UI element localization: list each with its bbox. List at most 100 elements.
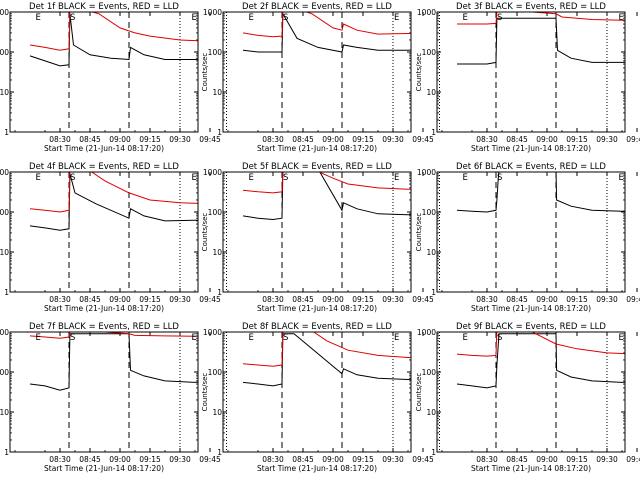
y-tick-label: 1: [4, 288, 9, 297]
x-tick-label: 09:15: [139, 295, 161, 304]
x-axis-label: Start Time (21-Jun-14 08:17:20): [471, 304, 591, 313]
marker-label-e: E: [394, 13, 399, 23]
series-events: [29, 173, 198, 231]
y-tick-label: 100: [422, 48, 437, 57]
series-events: [242, 172, 411, 221]
x-tick-label: 09:45: [199, 455, 221, 464]
x-tick-label: 08:30: [476, 295, 498, 304]
panel-4: Det 4f BLACK = Events, RED = LLD Counts/s…: [0, 162, 227, 313]
y-tick-label: 1000: [417, 328, 436, 337]
y-tick-label: 1: [431, 128, 436, 137]
x-tick-label: 08:45: [506, 135, 528, 144]
x-tick-label: 09:30: [596, 135, 618, 144]
series-group: [456, 172, 625, 213]
y-tick-label: 100: [422, 208, 437, 217]
series-group: [457, 12, 625, 65]
y-tick-label: 10: [426, 88, 436, 97]
y-tick-label: 100: [422, 368, 437, 377]
y-tick-label: 1: [217, 288, 222, 297]
marker-label-s: S: [283, 173, 288, 183]
series-group: [456, 332, 625, 389]
y-tick-label: 1: [4, 128, 9, 137]
marker-label-e: E: [36, 173, 41, 183]
series-lld: [29, 172, 198, 213]
y-tick-label: 10: [212, 88, 222, 97]
x-tick-label: 08:45: [506, 455, 528, 464]
x-axis-label: Start Time (21-Jun-14 08:17:20): [471, 464, 591, 473]
x-tick-label: 08:30: [262, 135, 284, 144]
plot-frame: [9, 11, 199, 133]
x-tick-label: 08:45: [292, 295, 314, 304]
series-group: [29, 172, 198, 231]
x-tick-label: 09:45: [412, 135, 434, 144]
x-tick-label: 09:15: [566, 295, 588, 304]
series-lld: [456, 332, 625, 357]
x-tick-label: 09:30: [382, 455, 404, 464]
x-tick-label: 09:00: [109, 455, 131, 464]
y-tick-label: 100: [0, 48, 9, 57]
series-lld: [457, 12, 625, 25]
marker-label-e: E: [463, 333, 468, 343]
x-tick-label: 09:00: [322, 455, 344, 464]
panel-2: Det 2f BLACK = Events, RED = LLD Counts/s…: [201, 2, 440, 153]
x-tick-label: 09:00: [109, 295, 131, 304]
marker-label-s: S: [70, 13, 75, 23]
x-tick-label: 09:15: [139, 135, 161, 144]
y-tick-label: 1000: [0, 168, 9, 177]
y-tick-label: 1: [217, 448, 222, 457]
x-tick-label: 09:45: [626, 295, 640, 304]
marker-label-s: S: [70, 173, 75, 183]
series-events: [456, 333, 625, 389]
x-tick-label: 09:15: [352, 135, 374, 144]
x-axis-label: Start Time (21-Jun-14 08:17:20): [44, 144, 164, 153]
x-tick-label: 08:30: [49, 295, 71, 304]
plot-frame: [222, 331, 412, 453]
x-axis-label: Start Time (21-Jun-14 08:17:20): [44, 464, 164, 473]
y-tick-label: 1000: [203, 8, 222, 17]
x-axis-label: Start Time (21-Jun-14 08:17:20): [257, 304, 377, 313]
panel-title: Det 2f BLACK = Events, RED = LLD: [242, 2, 392, 12]
x-tick-label: 08:30: [476, 135, 498, 144]
series-group: [242, 332, 411, 387]
series-events: [457, 17, 625, 65]
y-tick-label: 100: [208, 48, 223, 57]
y-axis-label: Counts/sec: [201, 373, 209, 412]
x-tick-label: 09:45: [626, 135, 640, 144]
panel-5: Det 5f BLACK = Events, RED = LLD Counts/s…: [201, 162, 440, 313]
panel-3: Det 3f BLACK = Events, RED = LLD Counts/s…: [415, 2, 640, 153]
marker-label-s: S: [497, 13, 502, 23]
y-axis-label: Counts/sec: [201, 53, 209, 92]
y-tick-label: 1000: [417, 8, 436, 17]
marker-label-e: E: [192, 13, 197, 23]
panel-title: Det 8f BLACK = Events, RED = LLD: [242, 322, 392, 332]
marker-label-s: S: [283, 13, 288, 23]
series-lld: [242, 332, 411, 367]
x-tick-label: 08:30: [262, 455, 284, 464]
x-tick-label: 09:30: [169, 135, 191, 144]
x-tick-label: 09:30: [169, 295, 191, 304]
y-tick-label: 10: [426, 408, 436, 417]
x-tick-label: 09:30: [382, 135, 404, 144]
plot-frame: [222, 11, 412, 133]
x-tick-label: 09:45: [626, 455, 640, 464]
panel-title: Det 9f BLACK = Events, RED = LLD: [456, 322, 606, 332]
y-tick-label: 100: [208, 368, 223, 377]
plot-frame: [222, 171, 412, 293]
series-group: [29, 12, 198, 67]
marker-label-e: E: [36, 13, 41, 23]
marker-label-e: E: [619, 173, 624, 183]
x-axis-label: Start Time (21-Jun-14 08:17:20): [471, 144, 591, 153]
x-tick-label: 08:30: [49, 455, 71, 464]
x-tick-label: 09:00: [536, 295, 558, 304]
panel-7: Det 7f BLACK = Events, RED = LLD Counts/s…: [0, 322, 227, 473]
x-tick-label: 08:45: [292, 455, 314, 464]
marker-label-e: E: [249, 173, 254, 183]
series-events: [242, 12, 411, 53]
x-tick-label: 09:45: [412, 295, 434, 304]
y-tick-label: 1: [217, 128, 222, 137]
y-tick-label: 10: [0, 248, 9, 257]
marker-label-e: E: [249, 333, 254, 343]
panel-title: Det 3f BLACK = Events, RED = LLD: [456, 2, 606, 12]
marker-label-e: E: [192, 333, 197, 343]
